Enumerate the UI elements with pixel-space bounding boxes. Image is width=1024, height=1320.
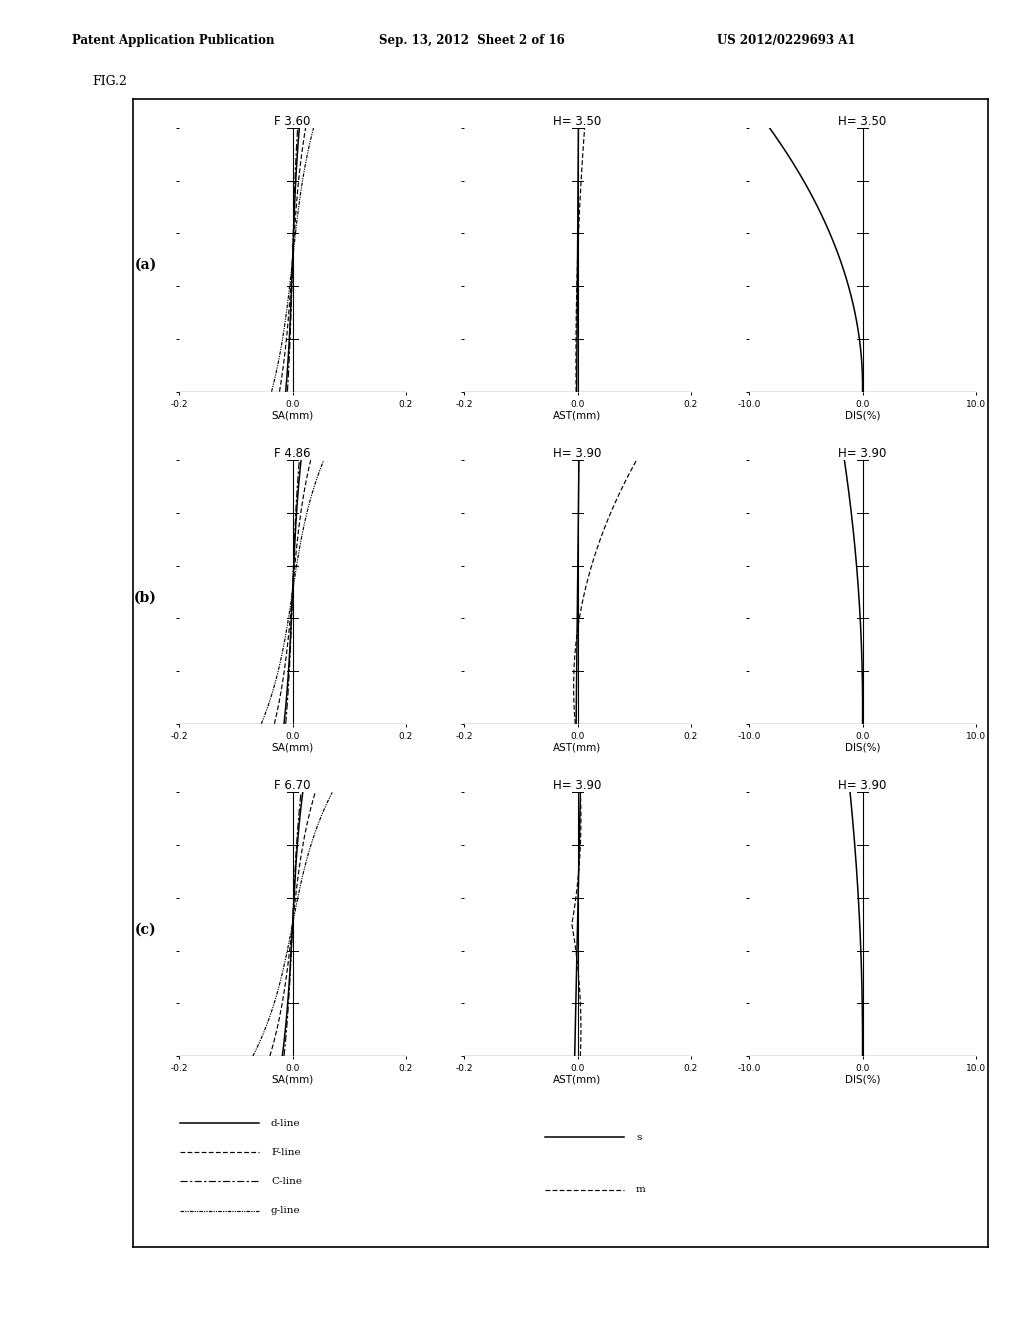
- Text: s: s: [636, 1133, 641, 1142]
- Title: H= 3.90: H= 3.90: [553, 447, 602, 461]
- Text: (a): (a): [134, 259, 157, 272]
- X-axis label: SA(mm): SA(mm): [271, 411, 313, 420]
- Text: d-line: d-line: [271, 1118, 301, 1127]
- Text: F-line: F-line: [271, 1148, 301, 1156]
- X-axis label: SA(mm): SA(mm): [271, 1074, 313, 1085]
- Title: H= 3.90: H= 3.90: [839, 447, 887, 461]
- Title: F 3.60: F 3.60: [274, 115, 310, 128]
- Text: Sep. 13, 2012  Sheet 2 of 16: Sep. 13, 2012 Sheet 2 of 16: [379, 34, 564, 48]
- Title: F 6.70: F 6.70: [274, 779, 310, 792]
- Text: m: m: [636, 1185, 646, 1195]
- Text: FIG.2: FIG.2: [92, 75, 127, 88]
- Title: H= 3.50: H= 3.50: [839, 115, 887, 128]
- X-axis label: AST(mm): AST(mm): [553, 411, 602, 420]
- Text: US 2012/0229693 A1: US 2012/0229693 A1: [717, 34, 855, 48]
- X-axis label: DIS(%): DIS(%): [845, 411, 881, 420]
- X-axis label: DIS(%): DIS(%): [845, 743, 881, 752]
- X-axis label: SA(mm): SA(mm): [271, 743, 313, 752]
- Text: (c): (c): [134, 923, 157, 936]
- Text: C-line: C-line: [271, 1177, 302, 1185]
- X-axis label: AST(mm): AST(mm): [553, 743, 602, 752]
- Title: F 4.86: F 4.86: [274, 447, 310, 461]
- X-axis label: AST(mm): AST(mm): [553, 1074, 602, 1085]
- Text: g-line: g-line: [271, 1206, 301, 1214]
- Title: H= 3.50: H= 3.50: [553, 115, 602, 128]
- X-axis label: DIS(%): DIS(%): [845, 1074, 881, 1085]
- Title: H= 3.90: H= 3.90: [553, 779, 602, 792]
- Title: H= 3.90: H= 3.90: [839, 779, 887, 792]
- Text: (b): (b): [134, 590, 157, 605]
- Text: Patent Application Publication: Patent Application Publication: [72, 34, 274, 48]
